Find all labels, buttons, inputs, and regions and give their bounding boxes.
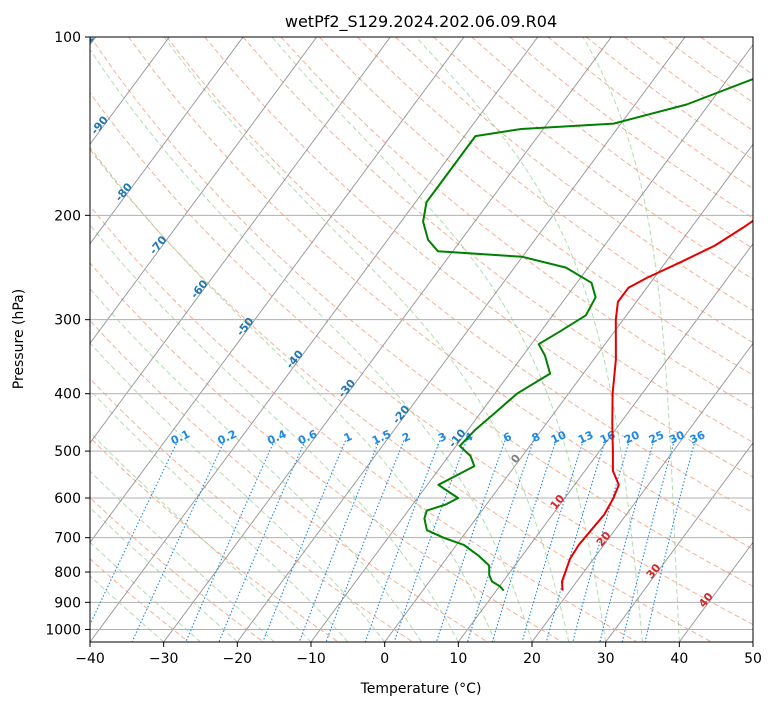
y-axis-label: Pressure (hPa) [11, 289, 27, 389]
dry-adiabat-line [90, 262, 564, 642]
x-axis-label: Temperature (°C) [360, 681, 482, 697]
isotherm-line [90, 37, 539, 642]
moist-adiabat-line [90, 48, 533, 642]
mixing-ratio-line [572, 440, 630, 642]
dewpoint-profile-line [422, 78, 753, 592]
y-tick-label: 600 [54, 491, 81, 507]
x-tick-label: −30 [149, 651, 179, 667]
chart-title: wetPf2_S129.2024.202.06.09.R04 [285, 12, 557, 32]
plot-background [90, 37, 753, 642]
dry-adiabat-line [318, 37, 753, 376]
y-tick-label: 1000 [45, 622, 81, 638]
isotherm-line [384, 143, 753, 642]
mixing-ratio-line [393, 440, 467, 642]
moist-adiabat-line [90, 389, 349, 642]
y-tick-label: 800 [54, 565, 81, 581]
dry-adiabat-line [90, 91, 753, 626]
dry-adiabat-line [128, 37, 753, 550]
y-tick-label: 700 [54, 531, 81, 547]
sounding-profiles [422, 78, 753, 592]
isotherm-line [236, 37, 686, 642]
mixing-ratio-line [599, 440, 655, 642]
moist-adiabat-line [90, 224, 459, 642]
dry-adiabat-line [90, 37, 753, 587]
mixing-ratio-line [131, 440, 226, 642]
mixing-ratio-line [521, 440, 584, 642]
x-tick-label: 20 [523, 651, 541, 667]
isotherm-line [90, 37, 170, 145]
isotherm-line [310, 43, 753, 642]
dry-adiabat-line [90, 148, 713, 642]
moist-adiabat-line [90, 146, 496, 642]
mixing-ratio-label: 10 [549, 428, 569, 446]
background-lines [90, 37, 753, 642]
mixing-ratio-line [364, 440, 441, 642]
mixing-ratio-label: 13 [576, 428, 595, 446]
dry-adiabat-line [242, 37, 753, 443]
x-tick-label: 0 [380, 651, 389, 667]
mixing-ratio-line [325, 440, 405, 642]
dry-adiabat-line [204, 37, 753, 478]
y-axis: 100 200 300 400 500 600 700 800 900 1000 [45, 30, 90, 638]
mixing-ratio-line [185, 440, 275, 642]
x-axis: −40 −30 −20 −10 0 10 20 30 40 50 [75, 642, 762, 667]
isotherm-line [90, 37, 244, 245]
mixing-ratio-label: 30 [667, 428, 687, 446]
y-tick-label: 400 [54, 387, 81, 403]
temperature-profile-line [561, 219, 753, 591]
x-tick-label: −40 [75, 651, 105, 667]
isotherm-line [90, 37, 391, 444]
y-tick-label: 200 [54, 208, 81, 224]
plot-frame [89, 36, 754, 643]
mixing-ratio-line [491, 440, 557, 642]
dry-adiabat-line [280, 37, 753, 409]
mixing-ratio-line [298, 440, 380, 642]
moist-adiabat-line [582, 37, 680, 642]
isotherm-line [752, 641, 753, 642]
y-tick-label: 300 [54, 313, 81, 329]
moist-adiabat-line [90, 470, 275, 642]
y-tick-label: 500 [54, 444, 81, 460]
isotherm-line [90, 37, 465, 544]
isotherm-line [605, 442, 753, 642]
mixing-ratio-label: 20 [622, 428, 642, 446]
x-tick-label: 30 [597, 651, 615, 667]
moist-adiabat-line [271, 37, 607, 642]
isotherm-line [90, 37, 318, 345]
x-tick-label: −10 [296, 651, 326, 667]
isotherm-line [457, 243, 753, 642]
isotherm-line [531, 342, 753, 642]
x-tick-label: 50 [744, 651, 762, 667]
moist-adiabat-line [90, 288, 422, 642]
dry-adiabat-line [166, 37, 753, 514]
moist-adiabat-line [163, 37, 570, 642]
mixing-ratio-label: 25 [647, 428, 666, 446]
x-tick-label: 10 [449, 651, 467, 667]
moist-adiabat-line [415, 37, 643, 642]
mixing-ratio-label: 36 [688, 428, 708, 446]
mixing-ratio-line [466, 440, 534, 642]
x-tick-label: −20 [223, 651, 253, 667]
mixing-ratio-line [262, 440, 347, 642]
y-tick-label: 100 [54, 30, 81, 46]
mixing-ratio-line [435, 440, 506, 642]
y-tick-label: 900 [54, 595, 81, 611]
x-tick-label: 40 [670, 651, 688, 667]
